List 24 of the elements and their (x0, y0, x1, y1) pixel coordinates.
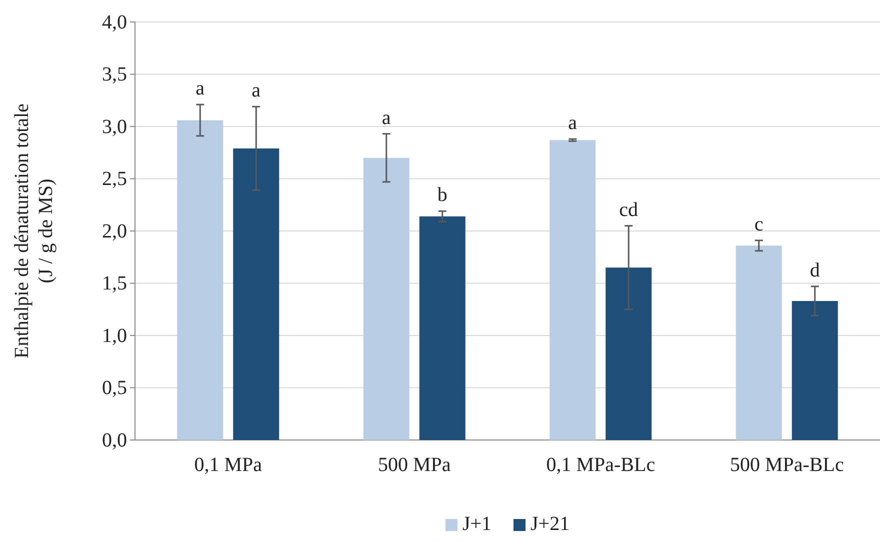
data-label: a (252, 80, 261, 102)
y-tick-label: 1,0 (102, 324, 127, 347)
y-tick-label: 3,5 (102, 64, 127, 86)
data-label: d (810, 259, 820, 282)
legend-label: J+21 (530, 513, 570, 535)
x-tick-label: 500 MPa (378, 454, 451, 476)
x-tick-label: 0,1 MPa (194, 454, 262, 476)
data-label: c (754, 213, 764, 236)
legend-label: J+1 (462, 513, 492, 535)
x-tick-label: 0,1 MPa-BLc (546, 454, 656, 476)
y-tick-label: 1,5 (102, 272, 127, 295)
y-tick-label: 4,0 (102, 11, 127, 34)
x-tick-label: 500 MPa-BLc (730, 454, 844, 476)
y-axis-title: Enthalpie de dénaturation totale (J / g de MS) (11, 103, 57, 358)
y-tick-label: 0,0 (102, 429, 127, 452)
data-label: a (382, 106, 391, 129)
y-tick-label: 0,5 (102, 377, 127, 400)
y-tick-label: 3,0 (102, 116, 127, 138)
data-label: b (437, 184, 448, 206)
y-tick-label: 2,5 (102, 168, 127, 190)
data-label: cd (619, 198, 638, 221)
data-label: a (196, 78, 205, 100)
y-tick-label: 2,0 (102, 220, 127, 242)
data-label: a (568, 112, 578, 134)
